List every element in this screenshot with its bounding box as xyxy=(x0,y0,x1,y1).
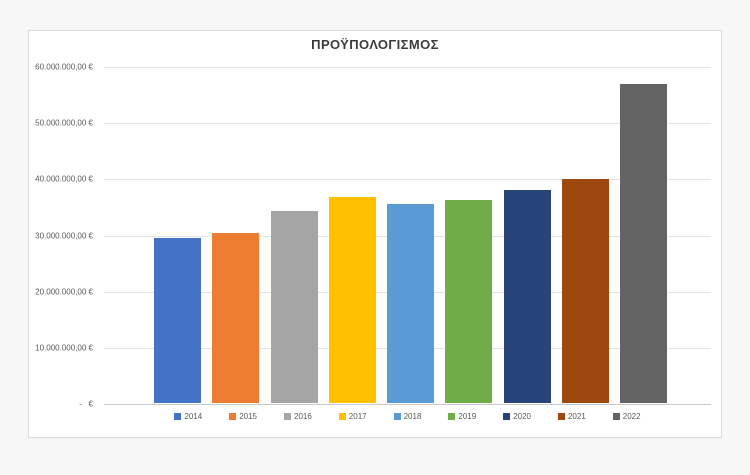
gridline xyxy=(104,67,711,68)
legend-item-2019: 2019 xyxy=(448,412,476,421)
legend-label: 2015 xyxy=(239,412,257,421)
bar-2018 xyxy=(387,204,434,403)
bar-2014 xyxy=(154,238,201,403)
legend-label: 2017 xyxy=(348,412,367,421)
legend-item-2014: 2014 xyxy=(174,412,202,421)
legend-swatch-icon xyxy=(448,413,456,420)
legend-swatch-icon xyxy=(612,413,620,420)
y-axis-tick-label: 60.000.000,00 € xyxy=(35,62,93,72)
legend-item-2015: 2015 xyxy=(229,412,257,421)
legend-swatch-icon xyxy=(229,413,237,420)
bar-2016 xyxy=(270,211,318,403)
bar-2021 xyxy=(561,179,609,403)
y-axis: 60.000.000,00 € 50.000.000,00 € 40.000.000… xyxy=(29,63,93,409)
bar-2019 xyxy=(445,199,493,403)
y-axis-tick-label: 30.000.000,00 € xyxy=(35,231,93,240)
legend-swatch-icon xyxy=(557,413,565,420)
legend-swatch-icon xyxy=(284,413,291,420)
legend-item-2017: 2017 xyxy=(338,412,367,421)
legend-label: 2020 xyxy=(513,412,531,421)
legend-swatch-icon xyxy=(338,413,346,420)
bars xyxy=(154,67,667,403)
y-axis-tick-label: 20.000.000,00 € xyxy=(35,287,93,297)
legend-item-2016: 2016 xyxy=(284,412,312,421)
bar-2015 xyxy=(212,233,260,403)
bar-2017 xyxy=(328,197,376,403)
bar-2020 xyxy=(503,190,551,403)
legend-item-2022: 2022 xyxy=(612,412,641,421)
gridline xyxy=(104,179,711,181)
y-axis-tick-label: 50.000.000,00 € xyxy=(35,118,93,128)
legend-swatch-icon xyxy=(174,413,182,420)
legend-label: 2022 xyxy=(622,412,641,421)
bar-2022 xyxy=(620,83,667,403)
legend-label: 2018 xyxy=(403,412,422,421)
legend-item-2018: 2018 xyxy=(393,412,422,421)
legend-swatch-icon xyxy=(503,413,511,420)
chart-frame: ΠΡΟΫΠΟΛΟΓΙΣΜΟΣ 60.000.000,00 € 50.000.000… xyxy=(28,30,722,438)
x-axis-line xyxy=(104,404,711,405)
legend-item-2021: 2021 xyxy=(557,412,586,421)
legend: 2014 2015 2016 2017 2018 2019 2020 2021 2022 xyxy=(104,412,711,421)
gridline xyxy=(104,123,711,125)
legend-label: 2019 xyxy=(458,412,477,421)
chart-title: ΠΡΟΫΠΟΛΟΓΙΣΜΟΣ xyxy=(311,37,439,52)
plot-area xyxy=(104,67,711,405)
legend-item-2020: 2020 xyxy=(503,412,531,421)
legend-label: 2014 xyxy=(184,412,203,421)
y-axis-tick-label: 40.000.000,00 € xyxy=(35,174,93,184)
legend-swatch-icon xyxy=(393,413,401,420)
y-axis-tick-label: - € xyxy=(79,399,93,409)
legend-label: 2016 xyxy=(294,412,312,421)
y-axis-tick-label: 10.000.000,00 € xyxy=(35,343,93,353)
legend-label: 2021 xyxy=(567,412,586,421)
